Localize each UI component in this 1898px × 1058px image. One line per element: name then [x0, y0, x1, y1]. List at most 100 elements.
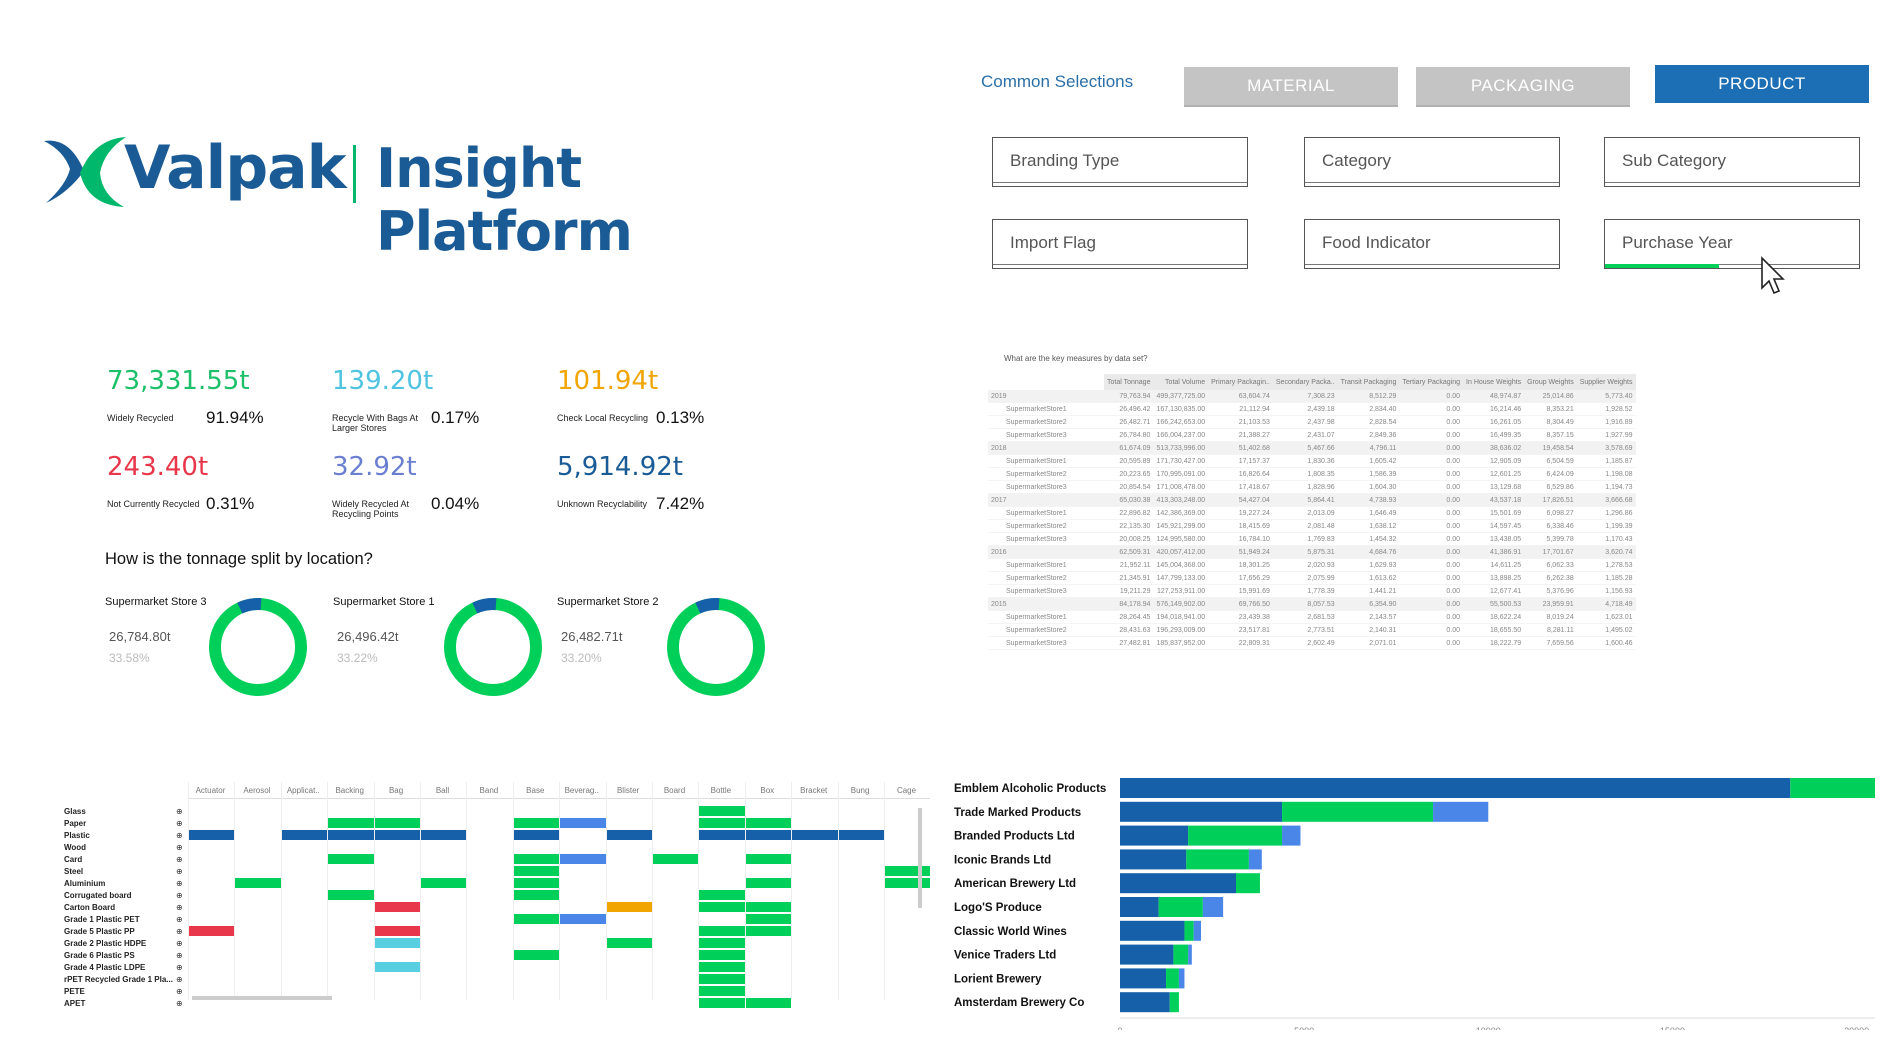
matrix-cell[interactable]: [328, 890, 374, 900]
bar-segment[interactable]: [1120, 825, 1189, 846]
bar-segment[interactable]: [1202, 897, 1224, 917]
matrix-cell[interactable]: [699, 986, 745, 996]
matrix-cell[interactable]: [699, 818, 745, 828]
matrix-cell[interactable]: [374, 962, 420, 972]
row-expand-icon[interactable]: ⊕: [176, 999, 183, 1008]
matrix-cell[interactable]: [885, 866, 931, 876]
bar-segment[interactable]: [1120, 897, 1159, 917]
matrix-cell[interactable]: [235, 878, 281, 888]
matrix-cell[interactable]: [513, 854, 560, 864]
filter-purchase-year[interactable]: Purchase Year: [1604, 219, 1860, 269]
bar-segment[interactable]: [1120, 849, 1187, 870]
matrix-cell[interactable]: [745, 854, 792, 864]
row-expand-icon[interactable]: ⊕: [176, 807, 183, 816]
filter-sub-category[interactable]: Sub Category: [1604, 137, 1860, 187]
bar-segment[interactable]: [1120, 920, 1185, 941]
matrix-cell[interactable]: [699, 902, 745, 912]
row-expand-icon[interactable]: ⊕: [176, 915, 183, 924]
tab-packaging[interactable]: PACKAGING: [1416, 67, 1630, 107]
tab-material[interactable]: MATERIAL: [1184, 67, 1398, 107]
matrix-cell[interactable]: [513, 878, 560, 888]
matrix-cell[interactable]: [281, 830, 328, 840]
matrix-cell[interactable]: [328, 818, 374, 828]
matrix-cell[interactable]: [189, 926, 235, 936]
row-expand-icon[interactable]: ⊕: [176, 843, 183, 852]
bar-segment[interactable]: [1120, 944, 1174, 965]
matrix-cell[interactable]: [374, 818, 420, 828]
matrix-cell[interactable]: [745, 878, 792, 888]
matrix-cell[interactable]: [745, 914, 792, 924]
matrix-cell[interactable]: [560, 914, 606, 924]
filter-category[interactable]: Category: [1304, 137, 1560, 187]
filter-branding-type[interactable]: Branding Type: [992, 137, 1248, 187]
bar-segment[interactable]: [1120, 992, 1170, 1013]
filter-food-indicator[interactable]: Food Indicator: [1304, 219, 1560, 269]
filter-import-flag[interactable]: Import Flag: [992, 219, 1248, 269]
matrix-cell[interactable]: [189, 830, 235, 840]
bar-segment[interactable]: [1120, 968, 1167, 989]
bar-segment[interactable]: [1120, 873, 1237, 894]
bar-segment[interactable]: [1282, 801, 1434, 822]
matrix-cell[interactable]: [513, 914, 560, 924]
matrix-cell[interactable]: [421, 878, 467, 888]
matrix-cell[interactable]: [328, 830, 374, 840]
matrix-cell[interactable]: [560, 818, 606, 828]
row-expand-icon[interactable]: ⊕: [176, 867, 183, 876]
common-selections-link[interactable]: Common Selections: [981, 72, 1134, 91]
matrix-cell[interactable]: [699, 962, 745, 972]
matrix-cell[interactable]: [699, 998, 745, 1008]
matrix-cell[interactable]: [513, 818, 560, 828]
matrix-cell[interactable]: [374, 830, 420, 840]
matrix-cell[interactable]: [885, 878, 931, 888]
bar-segment[interactable]: [1166, 968, 1179, 989]
horizontal-scrollbar[interactable]: [192, 996, 332, 1000]
matrix-cell[interactable]: [745, 830, 792, 840]
matrix-cell[interactable]: [699, 950, 745, 960]
bar-segment[interactable]: [1158, 897, 1203, 917]
matrix-cell[interactable]: [745, 998, 792, 1008]
matrix-cell[interactable]: [699, 830, 745, 840]
row-expand-icon[interactable]: ⊕: [176, 987, 183, 996]
bar-segment[interactable]: [1178, 968, 1185, 989]
row-expand-icon[interactable]: ⊕: [176, 855, 183, 864]
matrix-cell[interactable]: [699, 938, 745, 948]
matrix-cell[interactable]: [513, 830, 560, 840]
matrix-cell[interactable]: [374, 902, 420, 912]
bar-segment[interactable]: [1120, 801, 1283, 822]
tab-product[interactable]: PRODUCT: [1655, 65, 1869, 103]
matrix-cell[interactable]: [606, 902, 652, 912]
matrix-cell[interactable]: [560, 854, 606, 864]
matrix-cell[interactable]: [838, 830, 884, 840]
matrix-cell[interactable]: [513, 866, 560, 876]
matrix-cell[interactable]: [699, 926, 745, 936]
matrix-cell[interactable]: [653, 854, 699, 864]
matrix-cell[interactable]: [699, 890, 745, 900]
bar-segment[interactable]: [1188, 944, 1192, 965]
bar-segment[interactable]: [1248, 849, 1262, 870]
row-expand-icon[interactable]: ⊕: [176, 819, 183, 828]
matrix-cell[interactable]: [374, 926, 420, 936]
matrix-cell[interactable]: [513, 950, 560, 960]
bar-segment[interactable]: [1236, 873, 1260, 894]
bar-segment[interactable]: [1169, 992, 1179, 1013]
matrix-cell[interactable]: [745, 926, 792, 936]
matrix-cell[interactable]: [374, 938, 420, 948]
bar-segment[interactable]: [1184, 920, 1194, 941]
bar-segment[interactable]: [1173, 944, 1189, 965]
row-expand-icon[interactable]: ⊕: [176, 903, 183, 912]
row-expand-icon[interactable]: ⊕: [176, 879, 183, 888]
matrix-cell[interactable]: [792, 830, 838, 840]
bar-segment[interactable]: [1433, 801, 1489, 822]
matrix-cell[interactable]: [699, 806, 745, 816]
bar-segment[interactable]: [1120, 778, 1791, 798]
matrix-cell[interactable]: [421, 830, 467, 840]
bar-segment[interactable]: [1282, 825, 1301, 846]
matrix-cell[interactable]: [699, 974, 745, 984]
row-expand-icon[interactable]: ⊕: [176, 831, 183, 840]
bar-segment[interactable]: [1188, 825, 1283, 846]
matrix-cell[interactable]: [606, 830, 652, 840]
row-expand-icon[interactable]: ⊕: [176, 927, 183, 936]
matrix-cell[interactable]: [606, 938, 652, 948]
bar-segment[interactable]: [1790, 778, 1875, 798]
bar-segment[interactable]: [1193, 920, 1202, 941]
